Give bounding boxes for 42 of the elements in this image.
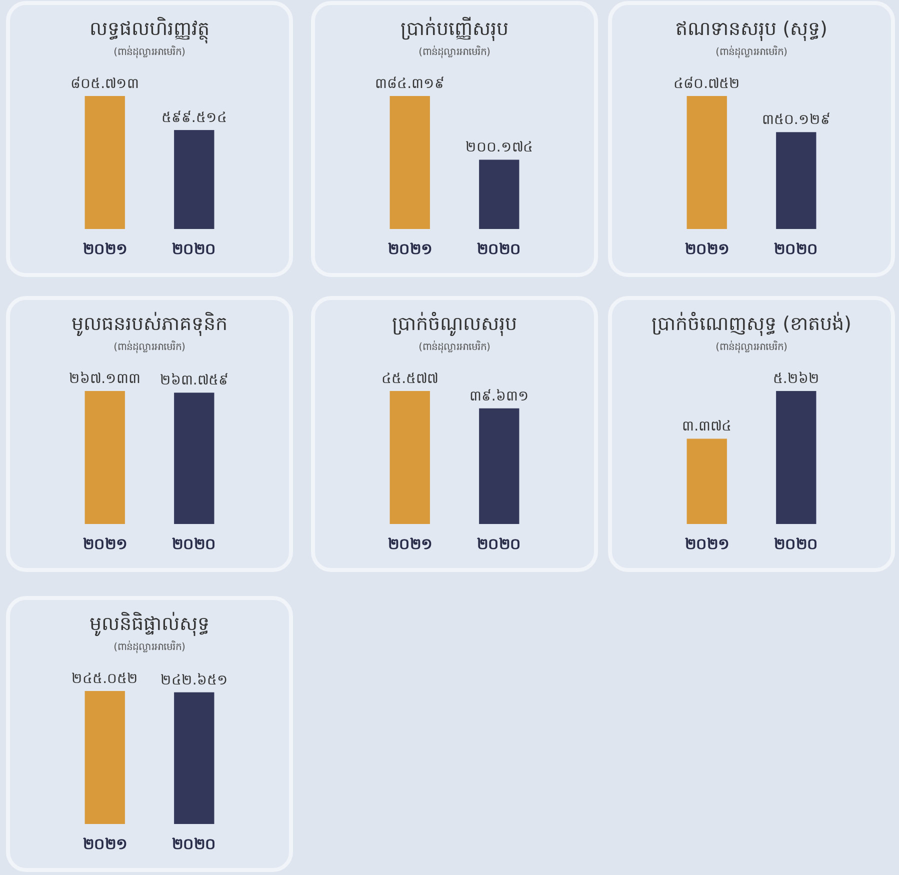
x-tick-label: ២០២១ [684, 240, 729, 258]
x-tick-label: ២០២០ [774, 240, 818, 258]
chart-subtitle: (ពាន់ដុល្លារអាមេរិក) [114, 45, 186, 59]
chart-title: ប្រាក់បញ្ញើសរុប [400, 16, 508, 42]
data-label: ៣៥០.១២៩ [762, 112, 830, 128]
data-label: ៥៩៩.៥១៤ [161, 110, 227, 126]
chart-title: ប្រាក់ចំណូលសរុប [392, 311, 517, 337]
x-tick-label: ២០២១ [388, 535, 432, 553]
x-tick-label: ២០២០ [477, 535, 522, 553]
chart-title: ប្រាក់ចំណេញសុទ្ធ (ខាតបង់) [652, 311, 852, 337]
x-tick-label: ២០២១ [684, 535, 729, 553]
chart-title: ឥណទានសរុប (សុទ្ធ) [676, 18, 828, 42]
x-tick-label: ២០២១ [82, 535, 127, 553]
x-tick-label: ២០២០ [172, 535, 216, 553]
data-label: ២០០.១៧៤ [465, 140, 533, 156]
data-label: ៥.២៦២ [772, 371, 820, 387]
data-label: ៣៩.៦៣១ [469, 388, 529, 404]
data-label: ២៦៣.៧៥៩ [160, 372, 228, 389]
chart-subtitle: (ពាន់ដុល្លារអាមេរិក) [418, 45, 490, 59]
data-label: ២៤២.៦៥១ [160, 672, 228, 688]
x-tick-label: ២០២០ [477, 240, 522, 258]
chart-subtitle: (ពាន់ដុល្លារអាមេរិក) [716, 45, 788, 59]
x-tick-label: ២០២១ [82, 240, 127, 258]
chart-subtitle: (ពាន់ដុល្លារអាមេរិក) [114, 340, 186, 354]
x-tick-label: ២០២១ [82, 835, 127, 853]
chart-title: មូលនិធិផ្ទាល់សុទ្ធ [90, 611, 210, 637]
chart-title: មូលធនរបស់ភាគទុនិក [72, 311, 228, 337]
data-label: ៤៥.៥៧៧ [382, 371, 438, 387]
x-tick-label: ២០២០ [172, 240, 216, 258]
data-label: ៤៨០.៧៥២ [674, 76, 740, 92]
data-label: ៨០៥.៧១៣ [70, 76, 140, 92]
chart-subtitle: (ពាន់ដុល្លារអាមេរិក) [716, 340, 788, 354]
data-label: ៣.៣៧៤ [682, 418, 732, 435]
chart-title: លទ្ធផលហិរញ្ញវត្ថុ [90, 16, 210, 44]
chart-subtitle: (ពាន់ដុល្លារអាមេរិក) [114, 640, 186, 654]
chart-subtitle: (ពាន់ដុល្លារអាមេរិក) [418, 340, 490, 354]
x-tick-label: ២០២០ [172, 835, 216, 853]
data-label: ៣៨៤.៣១៩ [375, 76, 445, 92]
data-label: ២៦៧.១៣៣ [69, 371, 141, 387]
x-tick-label: ២០២០ [774, 535, 818, 553]
data-label: ២៤៥.០៥២ [72, 671, 138, 687]
x-tick-label: ២០២១ [388, 240, 432, 258]
